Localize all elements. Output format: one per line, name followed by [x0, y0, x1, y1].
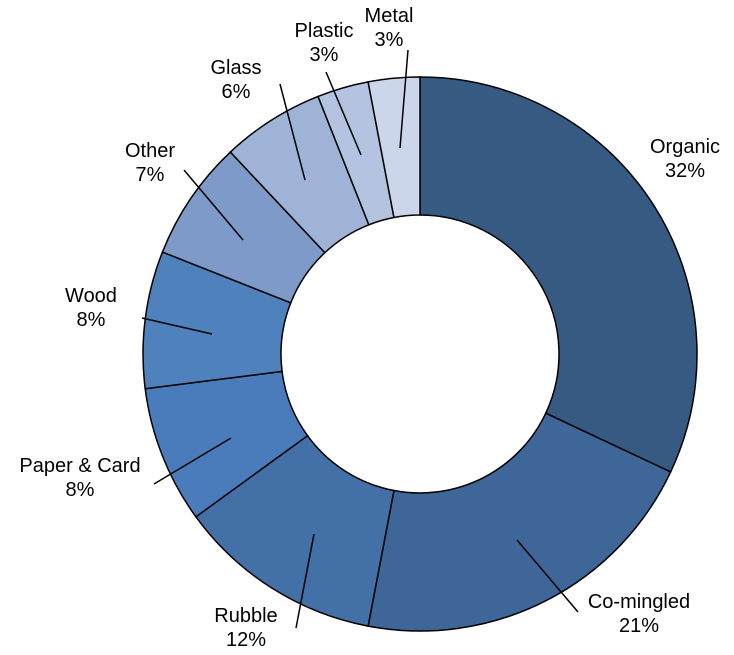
leader-line [295, 533, 315, 629]
leader-line [516, 539, 579, 613]
slice-metal [367, 76, 421, 219]
slice-label-value: 3% [310, 44, 339, 66]
slice-label-value: 3% [375, 29, 404, 51]
leader-line [183, 169, 244, 241]
slice-label-name: Paper & Card [19, 455, 140, 477]
slice-label-value: 12% [226, 629, 266, 651]
slice-label: Rubble 12% [214, 605, 277, 651]
leader-line [399, 49, 409, 149]
slice-label-name: Plastic [295, 20, 354, 42]
slice-label: Metal 3% [365, 5, 414, 51]
slice-label-name: Other [125, 140, 175, 162]
slice-label: Other 7% [125, 140, 175, 186]
slice-label-value: 21% [619, 615, 659, 637]
chart-labels: Organic 32% Co-mingled 21% Rubble 12% Paper & … [19, 5, 720, 651]
slice-label-value: 8% [77, 309, 106, 331]
slice-label-value: 6% [222, 81, 251, 103]
slice-label-value: 7% [136, 164, 165, 186]
chart-leader-lines [141, 49, 579, 629]
slice-label: Co-mingled 21% [588, 591, 690, 637]
slice-label: Wood 8% [65, 285, 117, 331]
leader-line [153, 437, 232, 485]
leader-line [325, 71, 362, 156]
slice-organic [419, 76, 698, 473]
slice-co-mingled [367, 412, 672, 632]
slice-label-name: Organic [650, 136, 720, 158]
slice-label-name: Metal [365, 5, 414, 27]
slice-label: Paper & Card 8% [19, 455, 140, 501]
slice-label: Glass 6% [210, 57, 261, 103]
slice-label: Plastic 3% [295, 20, 354, 66]
leader-line [141, 317, 213, 335]
slice-label-name: Co-mingled [588, 591, 690, 613]
slice-label-name: Wood [65, 285, 117, 307]
chart-slices [142, 76, 698, 632]
slice-label-name: Rubble [214, 605, 277, 627]
slice-rubble [194, 434, 395, 627]
slice-label-value: 32% [665, 160, 705, 182]
leader-line [279, 83, 306, 181]
slice-label-name: Glass [210, 57, 261, 79]
slice-label: Organic 32% [650, 136, 720, 182]
slice-label-value: 8% [66, 479, 95, 501]
